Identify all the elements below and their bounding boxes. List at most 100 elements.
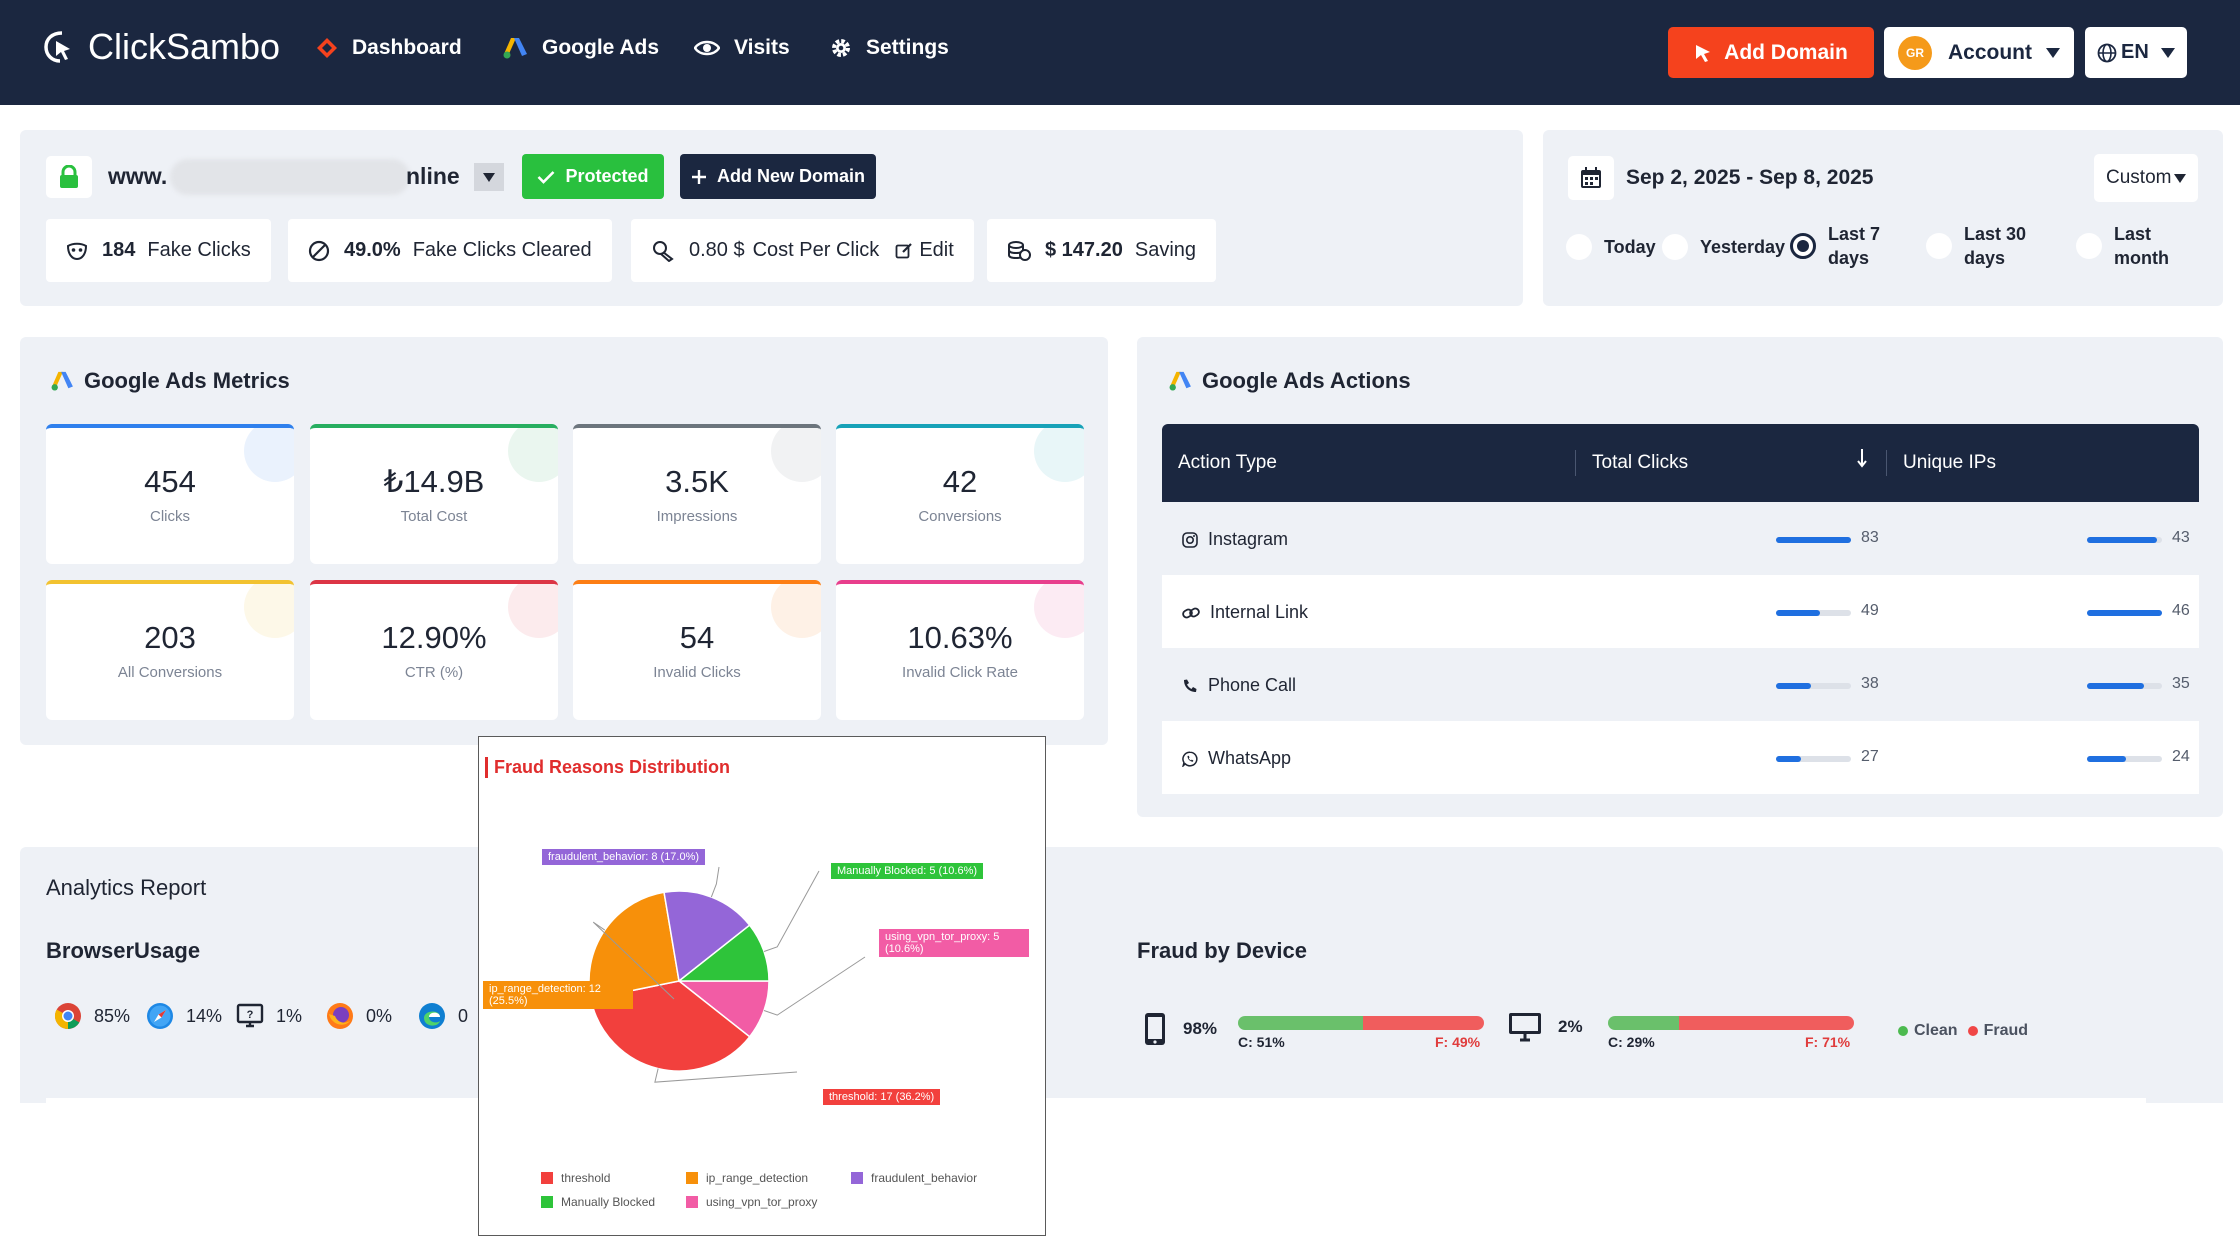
legend-swatch	[686, 1172, 698, 1184]
add-new-domain-label: Add New Domain	[716, 166, 865, 186]
nav-visits[interactable]: Visits	[694, 36, 790, 60]
pie-slice-fraudulent-behavior[interactable]	[663, 890, 751, 983]
nav-dashboard-label: Dashboard	[352, 36, 462, 59]
nav-google-ads[interactable]: Google Ads	[502, 36, 659, 60]
analytics-panel	[20, 847, 2223, 1103]
pie-leader-line	[592, 921, 675, 1000]
clicks-bar	[1776, 537, 1851, 543]
header-action-type[interactable]: Action Type	[1178, 452, 1277, 473]
legend-item-ip-range-detection[interactable]: ip_range_detection	[686, 1171, 808, 1185]
decorative-bubble	[771, 584, 821, 638]
pie-slice-manually-blocked[interactable]	[676, 924, 770, 982]
browser-value: 0	[458, 1005, 469, 1026]
calendar-button[interactable]	[1568, 156, 1614, 200]
clean-segment	[1608, 1016, 1680, 1030]
metric-label: Invalid Clicks	[653, 664, 741, 681]
cpc-label: Cost Per Click	[752, 239, 880, 261]
pie-leader-line	[763, 870, 820, 952]
analytics-title: Analytics Report	[46, 875, 207, 900]
table-row: Phone Call 38 35	[1162, 648, 2199, 721]
radio-button[interactable]	[1566, 234, 1592, 260]
instagram-icon	[1182, 531, 1198, 548]
device-mobile: 98%	[1143, 1012, 1217, 1046]
clicksambo-logo-icon	[44, 31, 70, 63]
legend-item-using-vpn-tor-proxy[interactable]: using_vpn_tor_proxy	[686, 1195, 817, 1209]
firefox-icon	[326, 1002, 354, 1030]
edit-cpc-button[interactable]: Edit	[895, 239, 954, 262]
header-unique-ips[interactable]: Unique IPs	[1903, 452, 1996, 473]
actions-title: Google Ads Actions	[1168, 368, 1411, 394]
saving-chip: $ 147.20 Saving	[987, 219, 1217, 282]
radio-button[interactable]	[1662, 234, 1688, 260]
language-label: EN	[2121, 41, 2149, 63]
domain-select-button[interactable]	[474, 163, 504, 191]
table-row: WhatsApp 27 24	[1162, 721, 2199, 794]
nav-settings[interactable]: Settings	[830, 36, 949, 60]
cleared-label: Fake Clicks Cleared	[412, 239, 592, 261]
metric-value: 10.63%	[907, 620, 1013, 655]
table-row: Instagram 83 43	[1162, 502, 2199, 575]
saving-value: $ 147.20	[1045, 239, 1123, 261]
legend-item-fraudulent-behavior[interactable]: fraudulent_behavior	[851, 1171, 977, 1185]
metric-card-all-conversions: 203 All Conversions	[46, 580, 294, 720]
globe-icon	[2097, 43, 2117, 63]
radio-button[interactable]	[2076, 233, 2102, 259]
header-total-clicks[interactable]: Total Clicks	[1592, 452, 1689, 473]
language-dropdown[interactable]: EN	[2085, 27, 2187, 78]
account-dropdown[interactable]: GR Account	[1884, 27, 2074, 78]
metric-value: ₺14.9B	[383, 464, 485, 499]
radio-button[interactable]	[1926, 233, 1952, 259]
legend-swatch	[686, 1196, 698, 1208]
edge-icon	[418, 1002, 446, 1030]
metric-value: 203	[144, 620, 196, 655]
cost-per-click-chip: 0.80 $ Cost Per Click Edit	[631, 219, 974, 282]
ips-bar	[2087, 683, 2162, 689]
device-legend: Clean Fraud	[1898, 1022, 2028, 1040]
row-name-text: Internal Link	[1210, 602, 1309, 622]
ips-value: 46	[2172, 602, 2190, 619]
svg-text:?: ?	[247, 1009, 254, 1021]
clicks-bar	[1776, 683, 1851, 689]
metric-card-invalid-click-rate: 10.63% Invalid Click Rate	[836, 580, 1084, 720]
legend-text: Manually Blocked	[561, 1195, 656, 1209]
avatar: GR	[1898, 35, 1932, 70]
radio-last-month[interactable]: Last month	[2076, 222, 2196, 270]
radio-last-7-days[interactable]: Last 7 days	[1790, 222, 1890, 270]
add-domain-button[interactable]: Add Domain	[1668, 27, 1874, 78]
popup-title: Fraud Reasons Distribution	[485, 757, 730, 778]
metric-card-ctr: 12.90% CTR (%)	[310, 580, 558, 720]
nav-google-ads-label: Google Ads	[542, 36, 660, 59]
app-logo[interactable]: ClickSambo	[40, 26, 280, 68]
cursor-icon	[1694, 43, 1712, 63]
sort-down-icon[interactable]	[1856, 448, 1868, 474]
pie-label-threshold: threshold: 17 (36.2%)	[823, 1089, 941, 1105]
check-icon	[537, 170, 555, 184]
nav-dashboard[interactable]: Dashboard	[316, 36, 462, 60]
radio-yesterday[interactable]: Yesterday	[1662, 234, 1785, 260]
radio-last30-label: Last 30 days	[1964, 224, 2027, 268]
clicks-bar-fill	[1776, 537, 1851, 543]
clean-dot	[1898, 1026, 1908, 1036]
metric-card-clicks: 454 Clicks	[46, 424, 294, 564]
radio-button-selected[interactable]	[1790, 233, 1816, 259]
add-domain-label: Add Domain	[1724, 40, 1848, 64]
legend-item-manually-blocked[interactable]: Manually Blocked	[541, 1195, 655, 1209]
date-mode-select[interactable]: Custom	[2094, 154, 2198, 202]
ips-value: 43	[2172, 529, 2190, 546]
date-range-text[interactable]: Sep 2, 2025 - Sep 8, 2025	[1626, 166, 1874, 189]
diamond-icon	[316, 37, 338, 59]
domain-prefix: www.	[108, 163, 168, 189]
column-divider	[1886, 450, 1887, 476]
metric-label: Total Cost	[400, 508, 468, 525]
metric-value: 42	[942, 464, 978, 499]
chevron-down-icon	[2161, 47, 2175, 58]
device-share: 98%	[1183, 1019, 1218, 1038]
mask-icon	[66, 240, 88, 262]
radio-today[interactable]: Today	[1566, 234, 1656, 260]
ban-icon	[308, 240, 330, 262]
protected-button[interactable]: Protected	[522, 154, 664, 199]
legend-item-threshold[interactable]: threshold	[541, 1171, 610, 1185]
pie-label-using-vpn-tor-proxy: using_vpn_tor_proxy: 5 (10.6%)	[879, 929, 1029, 957]
radio-last-30-days[interactable]: Last 30 days	[1926, 222, 2046, 270]
add-new-domain-button[interactable]: Add New Domain	[680, 154, 876, 199]
